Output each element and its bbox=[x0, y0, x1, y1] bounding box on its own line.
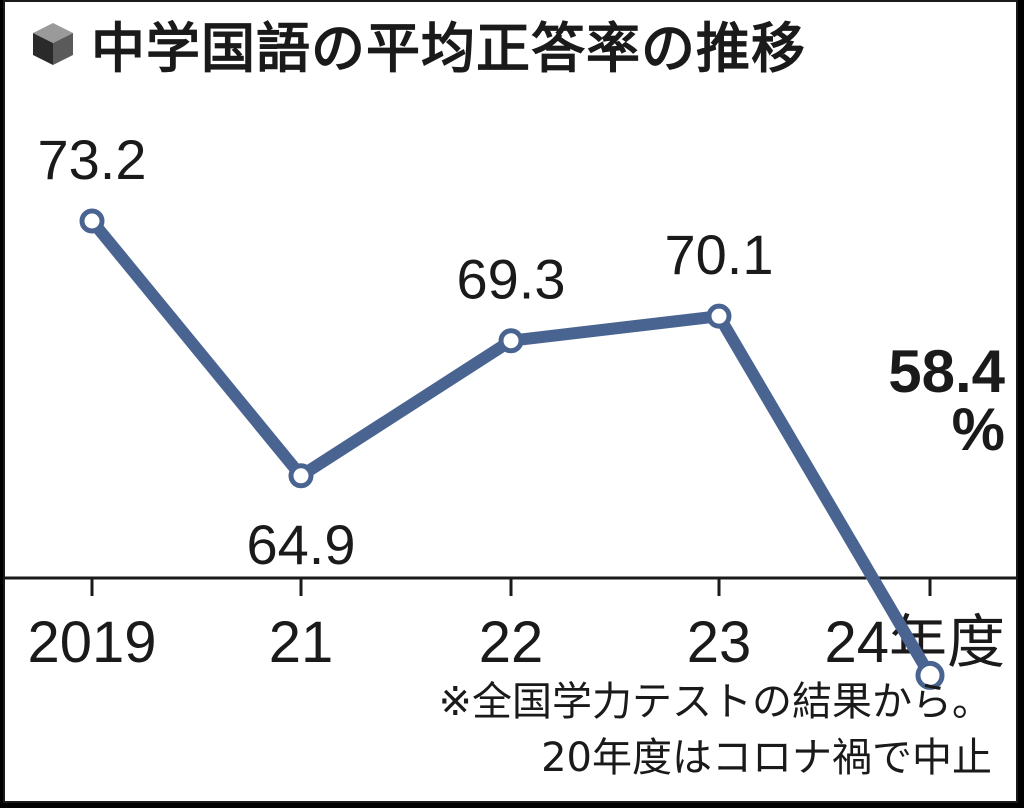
data-markers bbox=[79, 208, 945, 690]
x-tick-label: 21 bbox=[269, 610, 334, 675]
data-labels: 73.2 64.9 69.3 70.1 58.4% bbox=[38, 128, 1006, 576]
data-label: 69.3 bbox=[457, 248, 566, 311]
chart-frame: 中学国語の平均正答率の推移 2019 21 22 23 24年度 73.2 64.9 69.… bbox=[3, 0, 1018, 803]
footnote-line-1: ※全国学力テストの結果から。 bbox=[438, 679, 992, 725]
cube-icon bbox=[33, 23, 73, 65]
data-label-unit: % bbox=[952, 396, 1005, 463]
x-tick-label: 23 bbox=[687, 610, 752, 675]
footnote: ※全国学力テストの結果から。 20年度はコロナ禍で中止 bbox=[438, 674, 992, 786]
line-chart: 2019 21 22 23 24年度 73.264.969.3 70.158.4% bbox=[5, 128, 1016, 690]
data-label-highlight: 58.4 bbox=[888, 338, 1005, 405]
data-point bbox=[288, 463, 314, 489]
data-label: 70.1 bbox=[665, 223, 774, 286]
data-point bbox=[79, 208, 105, 234]
data-point bbox=[498, 328, 524, 354]
footnote-line-2: 20年度はコロナ禍で中止 bbox=[541, 735, 992, 781]
title-row: 中学国語の平均正答率の推移 bbox=[27, 8, 806, 80]
x-axis-ticks bbox=[90, 578, 932, 596]
chart-title: 中学国語の平均正答率の推移 bbox=[91, 16, 806, 80]
x-tick-label: 2019 bbox=[27, 610, 156, 675]
data-label: 73.2 bbox=[38, 128, 147, 191]
data-point bbox=[706, 303, 732, 329]
data-label: 64.9 bbox=[247, 513, 356, 576]
data-point bbox=[915, 660, 945, 690]
x-tick-label: 22 bbox=[479, 610, 544, 675]
x-axis-tick-labels: 2019 21 22 23 24年度 bbox=[27, 610, 1005, 675]
